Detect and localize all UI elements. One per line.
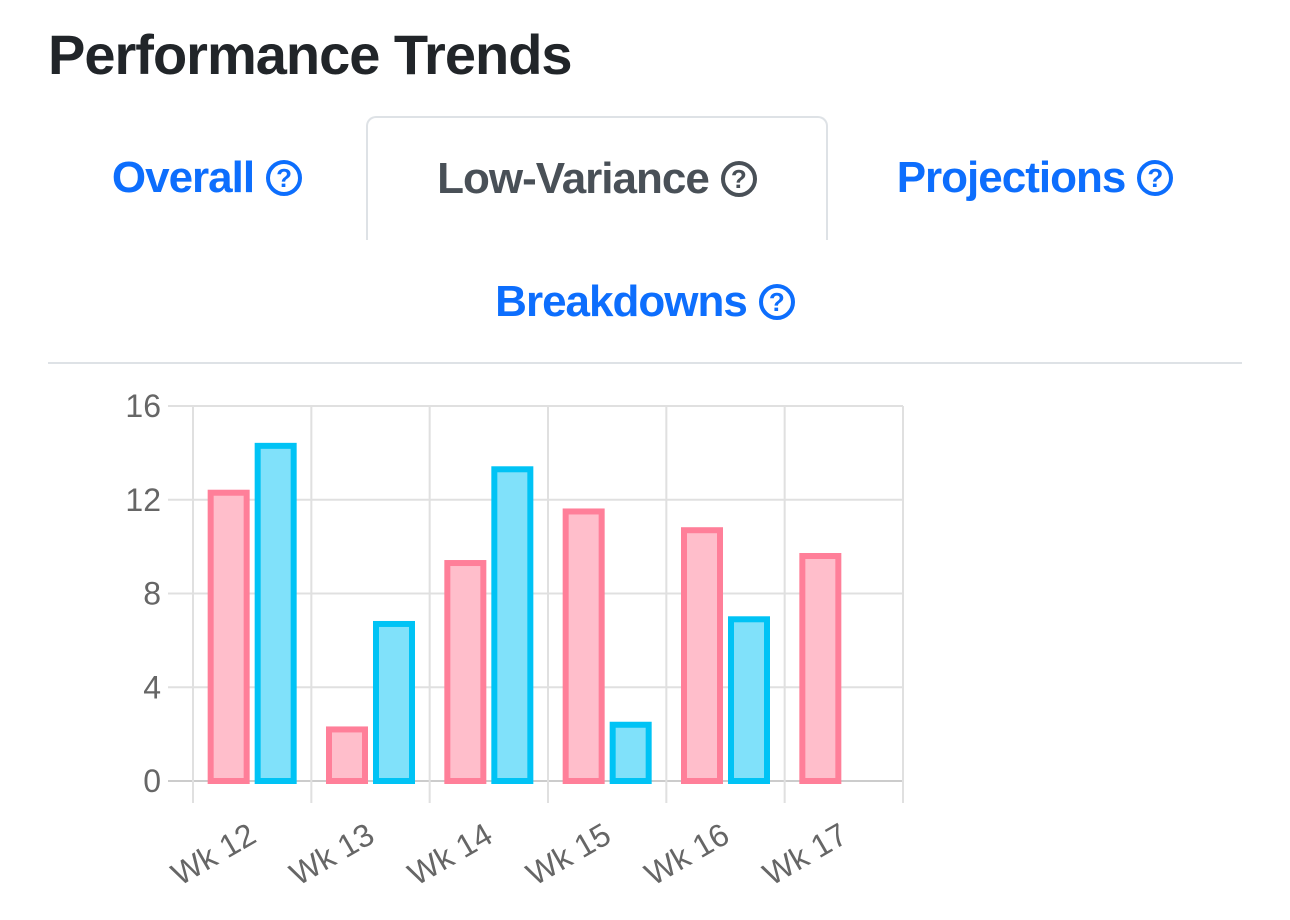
- bar-series-2-wk-15: [609, 721, 652, 784]
- tab-projections-label: Projections: [896, 153, 1127, 202]
- tab-overall-label: Overall: [111, 153, 255, 202]
- bar-series-1-wk-13: [326, 726, 368, 784]
- bar-series-1-wk-14: [444, 560, 487, 784]
- tab-low-variance-label: Low-Variance: [437, 154, 710, 203]
- x-tick-label: Wk 15: [520, 816, 617, 893]
- x-tick-label: Wk 14: [402, 816, 499, 893]
- bar-series-2-wk-13: [373, 620, 415, 784]
- bar-series-1-wk-16: [681, 527, 723, 784]
- question-circle-icon[interactable]: ?: [720, 161, 757, 197]
- bar-series-1-wk-17: [799, 553, 842, 784]
- x-tick-label: Wk 17: [757, 816, 854, 893]
- x-tick-label: Wk 12: [165, 816, 262, 893]
- bar-series-2-wk-12: [254, 442, 297, 784]
- tab-breakdowns-label: Breakdowns: [495, 277, 748, 326]
- bar-series-2-wk-16: [728, 616, 770, 784]
- page-title: Performance Trends: [48, 23, 573, 86]
- tab-breakdowns[interactable]: Breakdowns ?: [446, 240, 844, 364]
- bar-series-1-wk-15: [562, 508, 605, 784]
- bar-series-1-wk-12: [207, 489, 250, 784]
- y-tick-label: 12: [125, 482, 161, 518]
- bar-series-2-wk-14: [491, 466, 534, 784]
- tab-bar: Overall ? Low-Variance ? Projections ? B…: [48, 0, 1242, 364]
- question-circle-icon[interactable]: ?: [758, 284, 795, 320]
- bar-chart: 0 4 8 12 16 Wk 12 Wk 13 Wk 14 Wk 15 Wk 16 Wk 17: [125, 388, 904, 893]
- tab-projections[interactable]: Projections ?: [828, 116, 1242, 240]
- y-tick-label: 16: [125, 388, 161, 424]
- tab-low-variance[interactable]: Low-Variance ?: [366, 116, 828, 240]
- y-tick-label: 8: [143, 576, 161, 612]
- x-tick-label: Wk 16: [638, 816, 735, 893]
- question-circle-icon[interactable]: ?: [266, 160, 303, 196]
- question-circle-icon[interactable]: ?: [1137, 160, 1174, 196]
- x-tick-label: Wk 13: [283, 816, 380, 893]
- y-tick-label: 0: [143, 763, 161, 799]
- tab-overall[interactable]: Overall ?: [48, 116, 366, 240]
- y-tick-label: 4: [143, 669, 161, 705]
